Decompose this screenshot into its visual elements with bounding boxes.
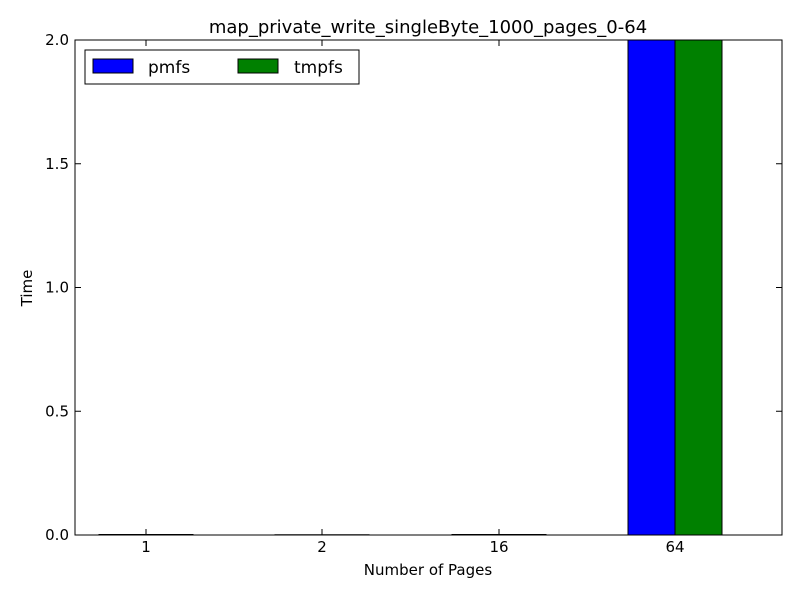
y-tick-label: 2.0 <box>45 31 69 49</box>
x-axis-label: Number of Pages <box>364 561 493 579</box>
y-tick-label: 1.0 <box>45 279 69 297</box>
y-axis: 0.0 0.5 1.0 1.5 2.0 <box>45 31 782 544</box>
y-tick-label: 1.5 <box>45 155 69 173</box>
chart-title: map_private_write_singleByte_1000_pages_… <box>209 17 647 38</box>
x-tick-label: 2 <box>317 538 327 556</box>
y-tick-label: 0.5 <box>45 402 69 420</box>
y-axis-label: Time <box>18 270 36 308</box>
legend-label-pmfs: pmfs <box>148 58 190 78</box>
legend: pmfs tmpfs <box>84 49 360 85</box>
x-tick-label: 16 <box>489 538 508 556</box>
y-tick-label: 0.0 <box>45 526 69 544</box>
x-axis: 1 2 16 64 <box>141 40 685 556</box>
bar-tmpfs-64 <box>674 39 723 536</box>
x-tick-label: 64 <box>665 538 684 556</box>
bar-pmfs-64 <box>627 39 676 536</box>
legend-swatch-tmpfs <box>237 58 279 74</box>
legend-swatch-pmfs <box>92 58 134 74</box>
x-tick-label: 1 <box>141 538 151 556</box>
bars-group <box>98 39 723 536</box>
legend-label-tmpfs: tmpfs <box>294 58 343 78</box>
